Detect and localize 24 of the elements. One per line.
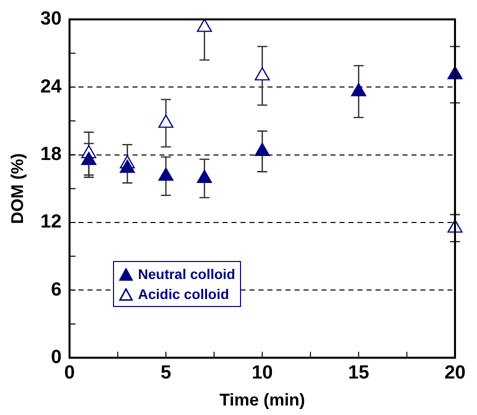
legend-label: Neutral colloid xyxy=(138,265,236,284)
point xyxy=(158,114,174,128)
y-axis-title: DOM (%) xyxy=(8,153,27,224)
point xyxy=(158,168,174,181)
x-tick-label: 0 xyxy=(64,362,75,384)
point xyxy=(120,160,135,173)
x-axis-title: Time (min) xyxy=(219,390,306,410)
point xyxy=(81,152,96,165)
x-tick-label: 5 xyxy=(160,362,172,384)
y-tick-label: 12 xyxy=(40,212,62,233)
point xyxy=(254,142,270,156)
legend-label: Acidic colloid xyxy=(138,285,230,304)
point xyxy=(254,67,270,80)
x-tick-label: 20 xyxy=(444,362,466,384)
y-tick-label: 0 xyxy=(50,347,62,368)
x-tick-label: 15 xyxy=(348,362,370,384)
point xyxy=(196,18,212,32)
y-tick-label: 24 xyxy=(40,76,62,98)
y-tick-label: 18 xyxy=(40,144,62,165)
y-tick-label: 30 xyxy=(40,8,62,30)
point xyxy=(196,170,212,184)
y-tick-label: 6 xyxy=(50,279,62,300)
point xyxy=(351,82,366,96)
x-tick-label: 10 xyxy=(252,362,273,384)
